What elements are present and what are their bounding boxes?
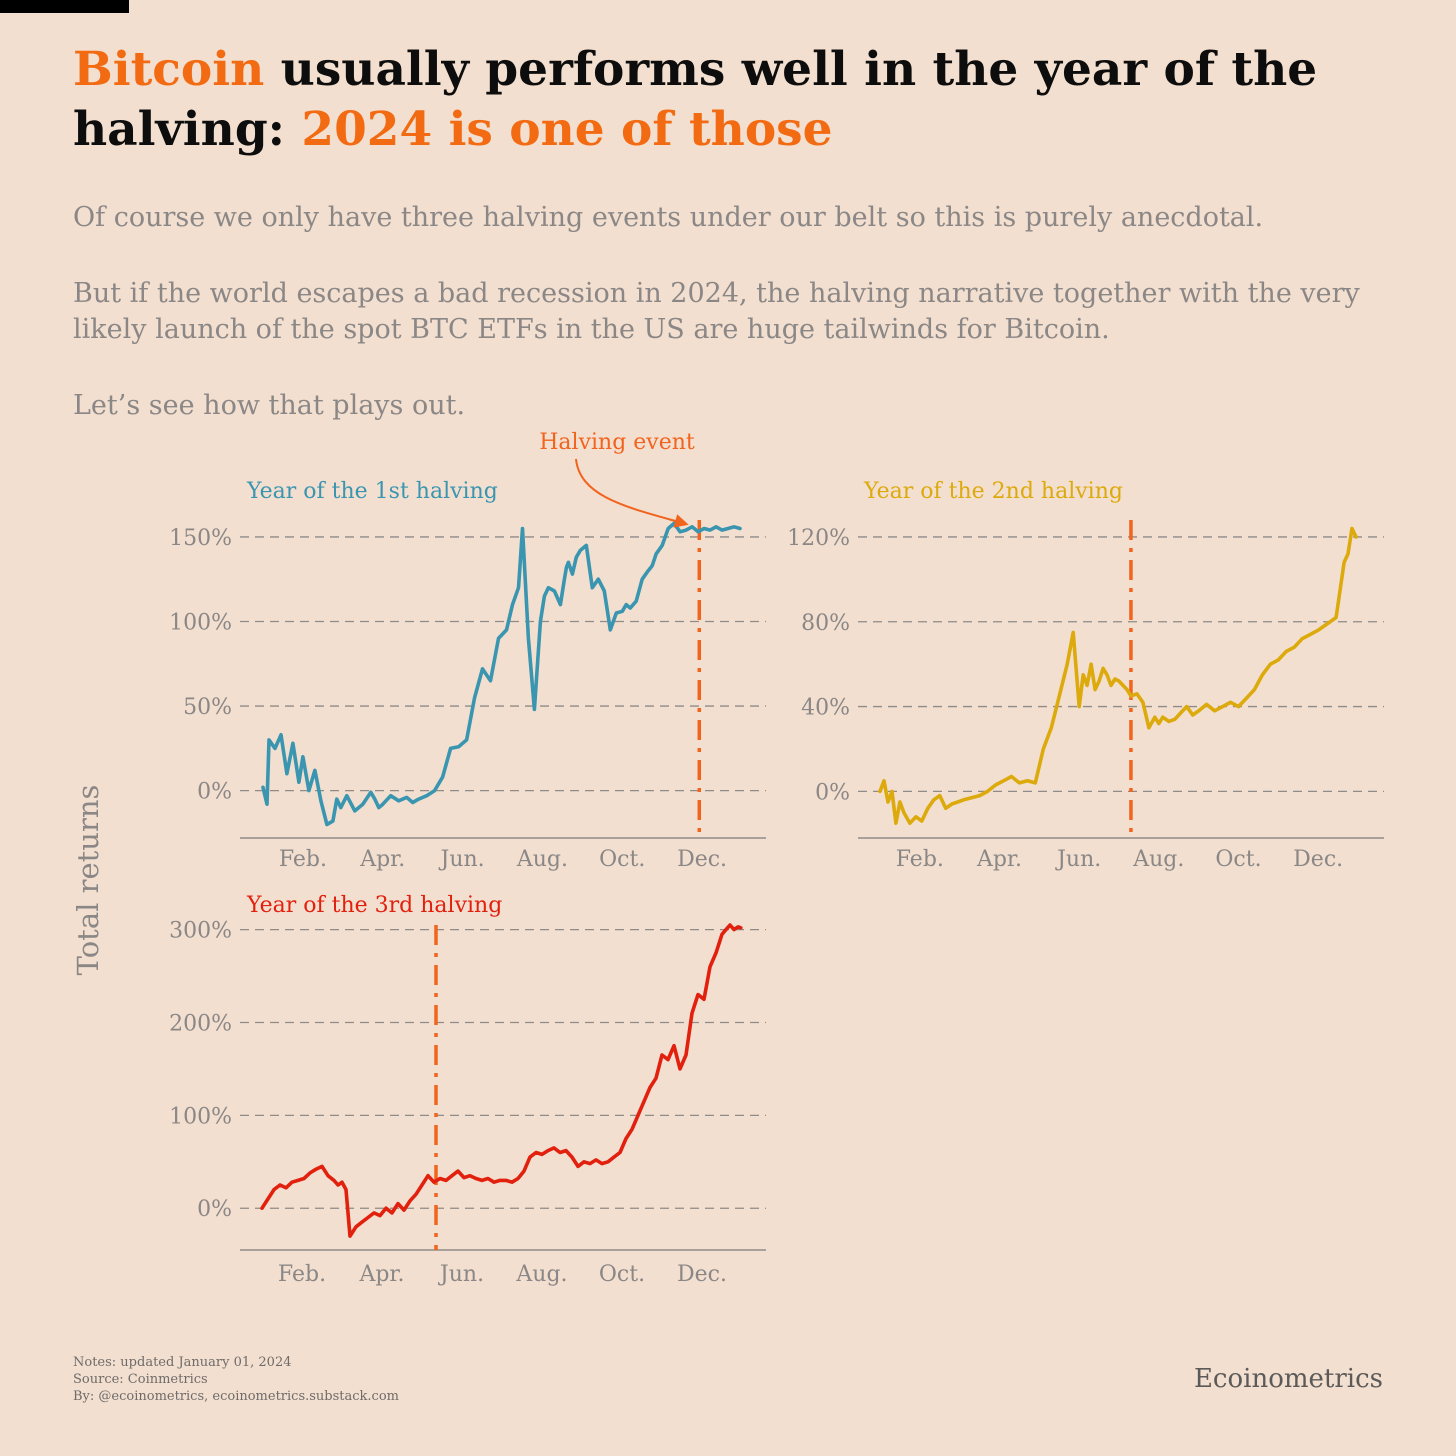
series-line — [261, 521, 742, 827]
y-axis-label: Total returns — [71, 785, 105, 976]
x-tick-label: Feb. — [278, 1262, 326, 1287]
x-tick-label: Apr. — [359, 847, 405, 872]
title-highlight-bitcoin: Bitcoin — [73, 42, 265, 97]
subtitle-paragraph-1: Of course we only have three halving eve… — [73, 202, 1264, 233]
x-tick-label: Aug. — [516, 847, 568, 872]
top-accent-bar — [0, 0, 129, 13]
x-tick-label: Jun. — [1055, 847, 1101, 872]
subtitle-paragraph-2: But if the world escapes a bad recession… — [73, 278, 1360, 345]
x-tick-label: Dec. — [1293, 847, 1343, 872]
x-tick-label: Dec. — [677, 1262, 727, 1287]
brand-logo-text: Ecoinometrics — [1193, 1364, 1383, 1394]
y-tick-label: 0% — [197, 1197, 232, 1222]
y-tick-label: 80% — [801, 611, 850, 636]
y-tick-label: 300% — [169, 919, 232, 944]
x-tick-label: Oct. — [599, 1262, 645, 1287]
halving-event-annotation: Halving event — [539, 430, 695, 455]
x-tick-label: Apr. — [976, 847, 1022, 872]
x-tick-label: Oct. — [599, 847, 645, 872]
page-title: Bitcoin usually performs well in the yea… — [73, 40, 1413, 160]
y-tick-label: 150% — [169, 526, 232, 551]
title-middle: usually performs well in the year of the… — [73, 42, 1318, 157]
panel-title: Year of the 1st halving — [246, 479, 498, 504]
y-tick-label: 0% — [815, 780, 850, 805]
x-tick-label: Aug. — [515, 1262, 567, 1287]
x-tick-label: Jun. — [438, 1262, 484, 1287]
series-line — [878, 526, 1358, 825]
notes-block: Notes: updated January 01, 2024 Source: … — [73, 1354, 399, 1405]
y-tick-label: 0% — [197, 780, 232, 805]
y-tick-label: 40% — [801, 696, 850, 721]
x-tick-label: Jun. — [439, 847, 485, 872]
chart-panel-2: 0% 40% 80% 120% Feb. Apr. Jun. Aug. Oct. Dec. Year… — [787, 479, 1384, 872]
halving-annotation-arrow — [575, 458, 689, 528]
x-tick-label: Feb. — [279, 847, 327, 872]
chart-panel-3: 0% 100% 200% 300% Feb. Apr. Jun. Aug. Oct. Dec. Ye… — [169, 893, 766, 1287]
y-tick-label: 200% — [169, 1012, 232, 1037]
notes-updated: Notes: updated January 01, 2024 — [73, 1355, 292, 1370]
y-tick-label: 100% — [169, 610, 232, 635]
panel-title: Year of the 3rd halving — [246, 893, 502, 918]
x-tick-label: Oct. — [1215, 847, 1261, 872]
title-highlight-2024: 2024 is one of those — [301, 102, 833, 157]
y-tick-label: 50% — [183, 695, 232, 720]
y-tick-label: 100% — [169, 1104, 232, 1129]
subtitle-paragraph-3: Let’s see how that plays out. — [73, 390, 466, 421]
x-tick-label: Feb. — [896, 847, 944, 872]
x-tick-label: Aug. — [1132, 847, 1184, 872]
notes-byline: By: @ecoinometrics, ecoinometrics.substa… — [73, 1389, 399, 1404]
notes-source: Source: Coinmetrics — [73, 1372, 208, 1387]
y-tick-label: 120% — [787, 526, 850, 551]
series-line — [260, 923, 743, 1238]
x-tick-label: Dec. — [677, 847, 727, 872]
x-tick-label: Apr. — [358, 1262, 404, 1287]
panel-title: Year of the 2nd halving — [863, 479, 1123, 504]
chart-panel-1: 0% 50% 100% 150% Feb. Apr. Jun. Aug. Oct. Dec. Yea… — [169, 479, 766, 872]
